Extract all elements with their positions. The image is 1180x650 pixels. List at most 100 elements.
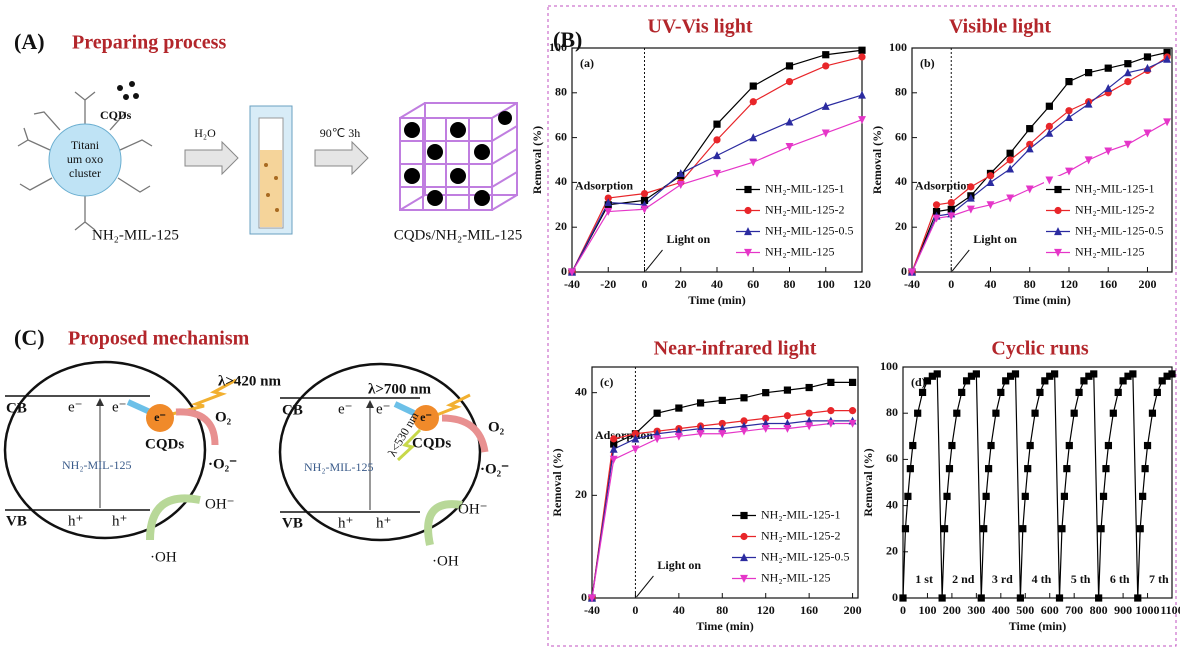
- x-tick-label: 0: [948, 277, 954, 291]
- y-tick-label: 0: [892, 590, 898, 604]
- marker: [1080, 377, 1088, 385]
- panel-a: (A) Preparing process Titani um oxo clus…: [14, 29, 522, 243]
- marker: [827, 378, 835, 386]
- marker: [962, 377, 971, 385]
- y-tick-label: 20: [575, 487, 587, 501]
- marker: [918, 388, 927, 397]
- marker: [1085, 69, 1093, 77]
- marker: [822, 62, 830, 70]
- marker: [713, 120, 721, 128]
- panel-label: (A): [14, 29, 45, 54]
- marker: [1158, 377, 1166, 385]
- marker: [1051, 370, 1059, 378]
- legend: NH₂-MIL-125-1 NH₂-MIL-125-2 NH₂-MIL-125-0.…: [734, 176, 858, 266]
- marker: [901, 525, 910, 533]
- x-tick-label: 700: [1065, 603, 1083, 617]
- marker: [631, 434, 640, 443]
- marker: [947, 198, 955, 207]
- cluster-label: Titani: [71, 138, 100, 152]
- x-tick-label: 800: [1090, 603, 1108, 617]
- x-tick-label: 600: [1041, 603, 1059, 617]
- oxidation-arrow: [424, 500, 463, 546]
- marker: [1163, 372, 1171, 380]
- marker: [1124, 78, 1132, 86]
- scheme: CB VB e⁻ e⁻ h⁺ h⁺ NH₂-MIL-125 e⁻ CQDs λ>…: [278, 362, 509, 569]
- marker: [713, 136, 721, 144]
- marker: [923, 377, 932, 385]
- x-axis-label: Time (min): [1013, 293, 1070, 307]
- cqds-label: CQDs: [412, 435, 451, 451]
- marker: [1045, 128, 1054, 137]
- marker: [1026, 140, 1034, 148]
- cluster-label: um oxo: [67, 152, 103, 166]
- panel-c: (C) Proposed mechanism CB VB e⁻ e⁻ h⁺ h⁺…: [3, 325, 509, 569]
- solution-dots: [264, 163, 279, 212]
- legend-marker: [1054, 227, 1062, 236]
- y-tick-label: 40: [555, 174, 567, 188]
- particle: [278, 362, 482, 542]
- marker: [640, 196, 649, 204]
- marker: [848, 419, 857, 428]
- marker: [1007, 372, 1015, 380]
- marker: [904, 492, 912, 500]
- marker: [785, 142, 794, 151]
- marker: [696, 430, 705, 439]
- marker: [1124, 372, 1132, 380]
- y-tick-label: 60: [895, 129, 907, 143]
- y-tick-label: 40: [895, 174, 907, 188]
- chart-title: Visible light: [949, 16, 1051, 38]
- electron: e⁻: [338, 401, 353, 417]
- x-axis-label: Time (min): [1009, 619, 1066, 633]
- marker: [966, 193, 975, 202]
- y-tick-label: 100: [880, 359, 898, 373]
- marker: [1102, 465, 1110, 473]
- x-tick-label: 200: [844, 603, 862, 617]
- legend-marker: [744, 206, 752, 215]
- marker: [805, 383, 813, 392]
- x-tick-label: 900: [1114, 603, 1132, 617]
- marker: [1099, 492, 1108, 500]
- series-line: [902, 372, 1173, 599]
- marker: [696, 399, 705, 407]
- marker: [749, 98, 757, 106]
- panel-title: Proposed mechanism: [68, 328, 250, 350]
- particle: [3, 360, 207, 540]
- marker: [588, 594, 596, 603]
- cqd: [413, 405, 439, 431]
- y-tick-label: 80: [886, 405, 898, 419]
- x-tick-label: 400: [992, 603, 1010, 617]
- marker: [675, 404, 683, 412]
- marker: [822, 51, 830, 59]
- marker: [947, 212, 956, 221]
- marker: [821, 129, 830, 138]
- legend-label: NH₂-MIL-125-0.5: [765, 223, 854, 237]
- y-tick-label: 60: [886, 451, 898, 465]
- hydroxide: OH⁻: [205, 496, 235, 512]
- marker: [1006, 156, 1014, 164]
- x-tick-label: 160: [1099, 277, 1117, 291]
- y-tick-label: 0: [581, 590, 587, 604]
- marker: [1016, 594, 1024, 602]
- cqd: [146, 404, 174, 432]
- marker: [1104, 64, 1112, 72]
- marker: [640, 190, 649, 198]
- legend-label: NH₂-MIL-125-2: [761, 528, 841, 542]
- marker: [977, 594, 985, 602]
- marker: [749, 158, 758, 167]
- marker: [982, 492, 990, 500]
- marker: [674, 432, 683, 441]
- legend-label: NH₂-MIL-125-0.5: [761, 549, 850, 563]
- marker: [933, 370, 941, 378]
- x-tick-label: 40: [711, 277, 723, 291]
- arrow: [184, 140, 239, 176]
- marker: [713, 169, 721, 178]
- marker: [848, 407, 857, 415]
- legend-label: NH₂-MIL-125-2: [1075, 202, 1155, 216]
- marker: [740, 417, 748, 425]
- marker: [1041, 377, 1049, 385]
- marker: [1163, 48, 1171, 57]
- y-axis-label: Removal (%): [550, 448, 564, 516]
- hydroxide: OH⁻: [458, 501, 488, 517]
- y-tick-label: 20: [886, 544, 898, 558]
